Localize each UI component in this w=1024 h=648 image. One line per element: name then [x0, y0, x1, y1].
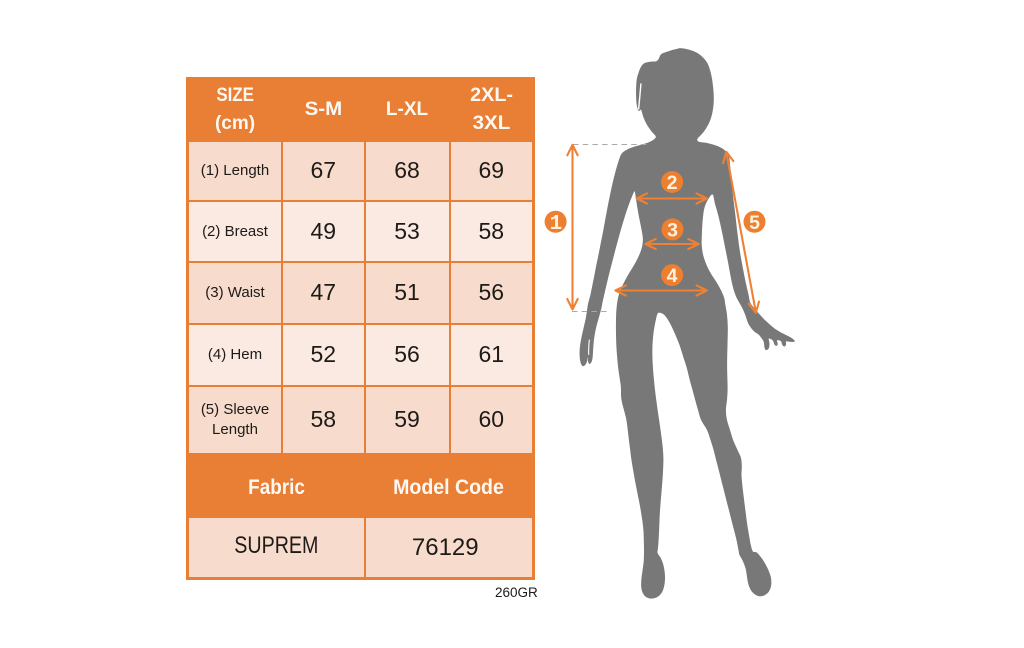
svg-text:3: 3 [667, 220, 678, 242]
svg-text:4: 4 [667, 265, 678, 287]
svg-text:2: 2 [667, 172, 678, 194]
svg-text:1: 1 [550, 213, 563, 236]
svg-text:5: 5 [749, 212, 760, 234]
